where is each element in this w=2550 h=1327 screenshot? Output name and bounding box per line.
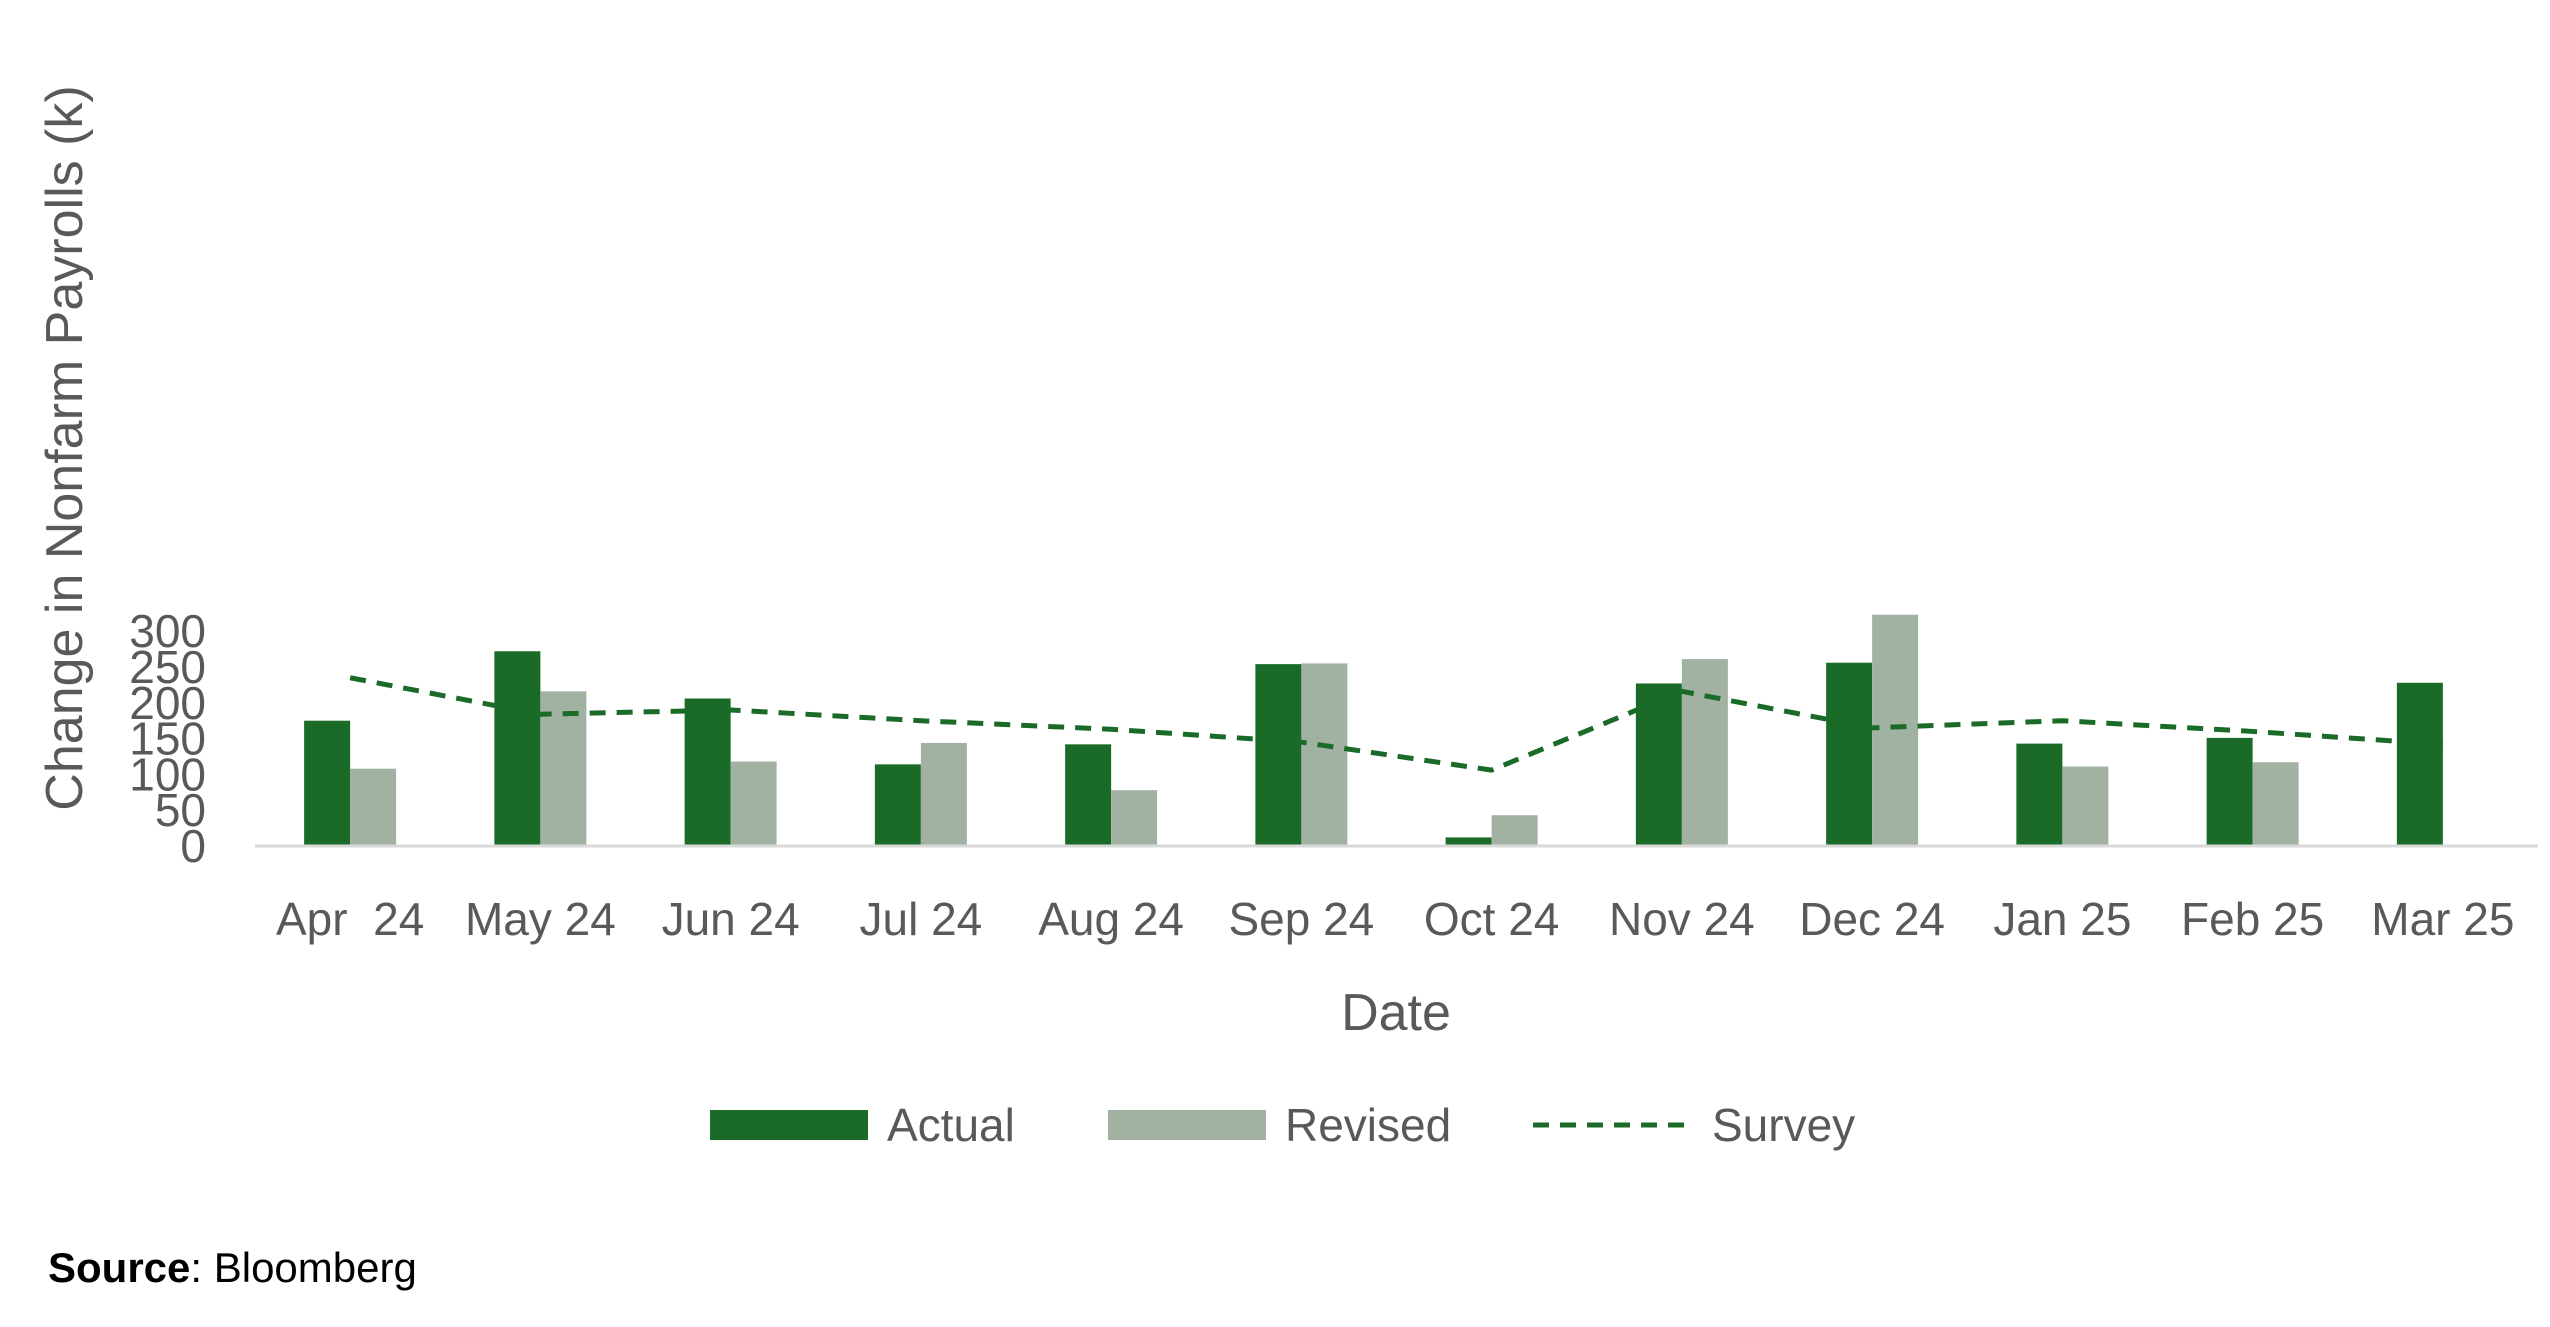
bar-actual	[2206, 737, 2253, 846]
bar-revised	[1872, 614, 1919, 846]
bar-actual	[1065, 744, 1112, 846]
bar-actual	[1635, 683, 1682, 846]
legend: Actual Revised Survey	[710, 1099, 1855, 1151]
x-tick-label: Apr 24	[276, 893, 424, 945]
bar-revised	[1491, 815, 1538, 846]
x-tick-label: Oct 24	[1424, 893, 1560, 945]
y-tick-label: 100	[129, 748, 206, 800]
x-tick-label: Nov 24	[1609, 893, 1755, 945]
bar-revised	[1301, 663, 1348, 846]
bar-revised	[1681, 659, 1728, 846]
y-axis-title: Change in Nonfarm Payrolls (k)	[36, 85, 94, 810]
y-tick-label: 150	[129, 713, 206, 765]
bar-actual	[1255, 664, 1302, 846]
line-survey	[349, 675, 2444, 773]
x-tick-label: Aug 24	[1038, 893, 1184, 945]
x-tick-label: Dec 24	[1799, 893, 1945, 945]
source-label: Source	[48, 1244, 191, 1291]
legend-label-survey: Survey	[1712, 1099, 1855, 1151]
y-tick-label: 50	[155, 784, 206, 836]
x-tick-label: Sep 24	[1228, 893, 1374, 945]
x-tick-label: Feb 25	[2181, 893, 2324, 945]
bar-actual	[1445, 837, 1492, 846]
legend-label-revised: Revised	[1285, 1099, 1451, 1151]
bar-actual	[2396, 682, 2443, 846]
x-tick-label: May 24	[465, 893, 616, 945]
bar-actual	[2016, 743, 2063, 846]
x-tick-label: Jun 24	[662, 893, 800, 945]
bar-actual	[1826, 662, 1873, 846]
bar-revised	[1111, 790, 1158, 846]
bars	[304, 614, 2443, 846]
x-tick-label: Jan 25	[1993, 893, 2131, 945]
x-axis-ticks: Apr 24 May 24 Jun 24 Jul 24 Aug 24 Sep 24 Oct …	[276, 893, 2514, 945]
x-axis-title: Date	[1341, 984, 1451, 1042]
y-tick-label: 300	[129, 605, 206, 657]
legend-swatch-actual	[710, 1110, 868, 1140]
source-text: : Bloomberg	[190, 1244, 417, 1291]
bar-revised	[540, 691, 587, 846]
source-note: Source: Bloomberg	[48, 1244, 417, 1292]
legend-label-actual: Actual	[887, 1099, 1015, 1151]
bar-revised	[730, 761, 777, 846]
bar-actual	[684, 698, 731, 846]
bar-actual	[874, 764, 921, 846]
x-tick-label: Mar 25	[2371, 893, 2514, 945]
bar-revised	[2062, 766, 2109, 846]
bar-revised	[2252, 762, 2299, 846]
y-tick-label: 0	[180, 820, 206, 872]
x-tick-label: Jul 24	[860, 893, 983, 945]
bar-revised	[920, 742, 967, 846]
legend-swatch-revised	[1108, 1110, 1266, 1140]
bar-actual	[494, 651, 541, 846]
y-tick-label: 200	[129, 677, 206, 729]
bar-revised	[350, 768, 397, 846]
bar-actual	[304, 720, 351, 846]
survey-line-group	[349, 675, 2444, 773]
y-tick-label: 250	[129, 641, 206, 693]
